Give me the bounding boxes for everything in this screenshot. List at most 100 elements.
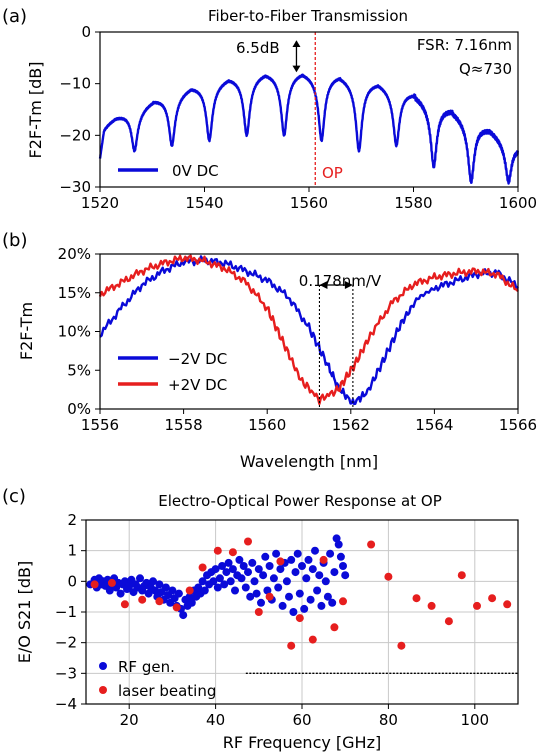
- laser-beating-point: [198, 563, 207, 572]
- panel-b: (b) 0.178nm/V 1556 1558 1560 1562 1564 1566 0%…: [2, 230, 537, 471]
- rf-gen-point: [149, 577, 157, 586]
- panel-a-xtick-label: 1540: [185, 194, 223, 212]
- rf-gen-point: [215, 574, 224, 583]
- laser-beating-point: [367, 540, 376, 549]
- panel-a-curve: [98, 73, 520, 185]
- panel-b-ytick-label: 20%: [58, 245, 91, 263]
- rf-gen-point: [295, 589, 304, 598]
- panel-a-ytick-label: 0: [81, 23, 91, 41]
- rf-gen-point: [293, 549, 302, 558]
- rf-gen-point: [239, 562, 248, 570]
- rf-gen-point: [213, 583, 222, 592]
- panel-a-extinction-label: 6.5dB: [236, 39, 280, 57]
- rf-gen-point: [144, 589, 153, 598]
- panel-b-shift-annotation: [318, 281, 354, 409]
- rf-gen-point: [317, 601, 326, 610]
- panel-c-legend: RF gen. laser beating: [99, 658, 216, 700]
- laser-beating-point: [295, 614, 304, 623]
- laser-beating-point: [397, 641, 406, 650]
- rf-gen-point: [269, 574, 278, 583]
- panel-b-xtick-label: 1556: [81, 416, 119, 434]
- panel-c-ytick-label: 1: [67, 542, 77, 560]
- rf-gen-point: [300, 604, 309, 613]
- laser-beating-point: [244, 537, 252, 546]
- panel-a-legend: 0V DC: [118, 162, 219, 180]
- rf-gen-point: [237, 574, 246, 583]
- panel-c-ytick-label: 0: [67, 572, 77, 590]
- panel-a-title: Fiber-to-Fiber Transmission: [208, 7, 408, 25]
- panel-b-label: (b): [2, 230, 27, 251]
- rf-gen-point: [282, 577, 291, 586]
- laser-beating-point: [213, 546, 222, 555]
- laser-beating-point: [444, 617, 453, 626]
- rf-gen-point: [272, 549, 281, 558]
- panel-a-label: (a): [2, 6, 27, 27]
- panel-b-xtick-label: 1560: [248, 416, 286, 434]
- panel-a-xtick-label: 1600: [499, 194, 537, 212]
- rf-gen-point: [198, 577, 207, 586]
- panel-c-frame: [85, 519, 519, 705]
- rf-gen-point: [224, 558, 233, 567]
- rf-gen-point: [246, 592, 255, 601]
- panel-a: (a) Fiber-to-Fiber Transmission 1520 1540…: [2, 6, 537, 212]
- panel-a-ticks: 1520 1540 1560 1580 1600 0 −10 −20 −30: [59, 23, 537, 212]
- rf-gen-point: [257, 598, 265, 607]
- laser-beating-point: [138, 595, 147, 604]
- panel-a-q-annotation: Q≈730: [459, 60, 512, 78]
- rf-gen-point: [226, 577, 235, 586]
- panel-b-ytick-label: 0%: [67, 400, 91, 418]
- laser-beating-point: [473, 601, 481, 610]
- rf-gen-point: [261, 552, 270, 561]
- panel-b-curves: [98, 254, 519, 406]
- laser-beating-point: [185, 586, 194, 595]
- rf-gen-point: [235, 555, 244, 564]
- laser-beating-point: [172, 603, 181, 612]
- rf-gen-point: [185, 592, 194, 601]
- panel-c-points: [86, 534, 512, 650]
- rf-gen-point: [285, 592, 293, 601]
- laser-beating-point: [427, 601, 436, 610]
- panel-a-xtick-label: 1580: [394, 194, 432, 212]
- rf-gen-point: [302, 574, 311, 583]
- panel-b-series-1: [98, 254, 519, 405]
- panel-c: (c) Electro-Optical Power Response at OP…: [2, 486, 519, 752]
- rf-gen-point: [308, 565, 317, 574]
- panel-a-xtick-label: 1520: [81, 194, 119, 212]
- panel-c-legend-label-1: RF gen.: [118, 658, 175, 676]
- panel-c-xtick-label: 40: [206, 711, 225, 729]
- panel-a-ylabel: F2F-Tm [dB]: [26, 62, 45, 159]
- laser-beating-point: [412, 594, 421, 603]
- panel-a-extinction-arrow: [292, 40, 301, 73]
- rf-gen-point: [287, 555, 296, 564]
- panel-c-title: Electro-Optical Power Response at OP: [158, 492, 442, 510]
- panel-c-ylabel: E/O S21 [dB]: [15, 561, 34, 663]
- panel-b-ytick-label: 5%: [67, 361, 91, 379]
- panel-b-xtick-label: 1562: [332, 416, 370, 434]
- rf-gen-point: [330, 568, 339, 577]
- rf-gen-point: [265, 562, 274, 570]
- panel-c-ytick-label: −4: [55, 695, 77, 713]
- rf-gen-point: [252, 589, 261, 598]
- rf-gen-point: [200, 586, 209, 595]
- panel-b-series-0: [99, 255, 519, 406]
- panel-c-ticks: 20 40 60 80 100 2 1 0 −1 −2 −3 −4: [55, 511, 489, 729]
- panel-b-shift-label: 0.178nm/V: [299, 272, 382, 290]
- rf-gen-point: [313, 586, 322, 595]
- laser-beating-point: [276, 557, 285, 566]
- panel-a-ytick-label: −30: [59, 178, 91, 196]
- panel-c-ytick-label: −2: [55, 634, 77, 652]
- rf-gen-point: [332, 534, 341, 543]
- panel-b-xtick-label: 1566: [499, 416, 537, 434]
- panel-a-frame: [99, 31, 519, 188]
- rf-gen-point: [259, 571, 268, 580]
- rf-gen-point: [254, 565, 263, 574]
- panel-c-legend-marker-1: [99, 662, 107, 670]
- rf-gen-point: [228, 565, 237, 574]
- rf-gen-point: [231, 586, 239, 595]
- rf-gen-point: [218, 562, 227, 570]
- panel-b-shift-head-right: [344, 281, 353, 289]
- rf-gen-point: [105, 586, 114, 595]
- laser-beating-point: [339, 597, 347, 606]
- rf-gen-point: [179, 611, 188, 620]
